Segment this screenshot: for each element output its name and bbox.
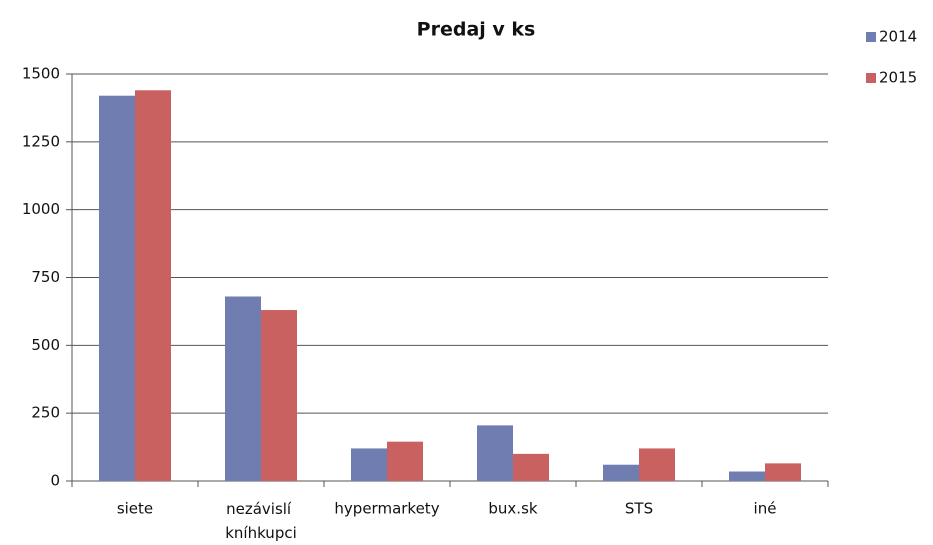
bar	[477, 425, 513, 481]
y-tick-label: 750	[31, 268, 60, 286]
bar	[513, 453, 549, 481]
x-tick-label: hypermarkety	[334, 500, 439, 518]
bar	[225, 296, 261, 481]
x-tick-label: bux.sk	[488, 500, 537, 518]
legend-swatch	[866, 32, 876, 42]
x-tick-label: siete	[117, 500, 153, 518]
legend-label: 2014	[879, 28, 917, 46]
y-tick-label: 1250	[22, 132, 60, 150]
y-tick-label: 0	[50, 472, 60, 490]
bar	[387, 441, 423, 481]
bar	[135, 90, 171, 481]
x-tick-label: nezávislí kníhkupci	[225, 500, 297, 542]
bar	[729, 471, 765, 481]
bar	[765, 463, 801, 481]
chart-title: Predaj v ks	[417, 19, 536, 41]
x-tick-label: STS	[625, 500, 653, 518]
y-tick-label: 500	[31, 336, 60, 354]
y-tick-label: 1500	[22, 65, 60, 83]
y-tick-label: 1000	[22, 200, 60, 218]
bar	[603, 464, 639, 481]
legend-swatch	[866, 73, 876, 83]
x-tick-label: iné	[754, 500, 777, 518]
legend-label: 2015	[879, 69, 917, 87]
bar	[261, 310, 297, 481]
bar	[99, 95, 135, 481]
bar	[351, 448, 387, 481]
y-tick-label: 250	[31, 404, 60, 422]
bar	[639, 448, 675, 481]
